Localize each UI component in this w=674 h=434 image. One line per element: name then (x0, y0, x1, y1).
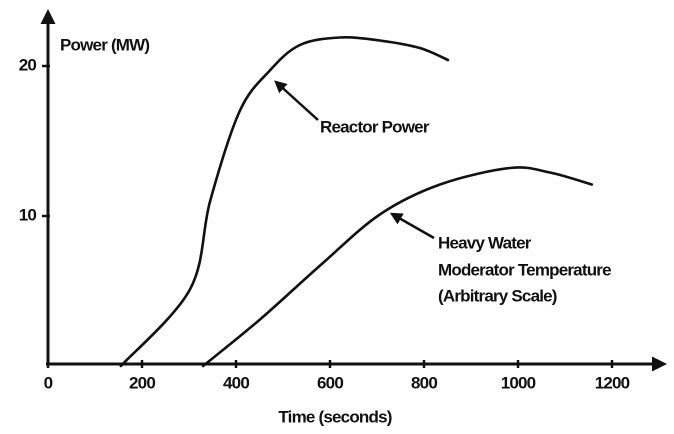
x-axis-label: Time (seconds) (278, 407, 391, 426)
line-series (201, 166, 594, 368)
annotation-arrow (274, 80, 319, 121)
x-tick-label: 0 (44, 373, 53, 392)
y-axis-label: Power (MW) (60, 35, 149, 54)
x-tick-label: 1200 (595, 373, 630, 392)
annotation: Heavy Water (438, 233, 532, 252)
x-tick-label: 200 (129, 373, 155, 392)
x-tick-label: 600 (317, 373, 343, 392)
x-tick-label: 800 (411, 373, 437, 392)
x-tick-label: 1000 (501, 373, 536, 392)
annotation-arrow (389, 212, 435, 240)
line-series (119, 36, 450, 368)
annotation: (Arbitrary Scale) (438, 286, 557, 305)
x-tick-label: 400 (223, 373, 249, 392)
y-tick-label: 10 (19, 205, 37, 224)
y-tick-label: 20 (19, 55, 37, 74)
annotation: Moderator Temperature (438, 260, 611, 279)
annotation: Reactor Power (320, 117, 430, 136)
